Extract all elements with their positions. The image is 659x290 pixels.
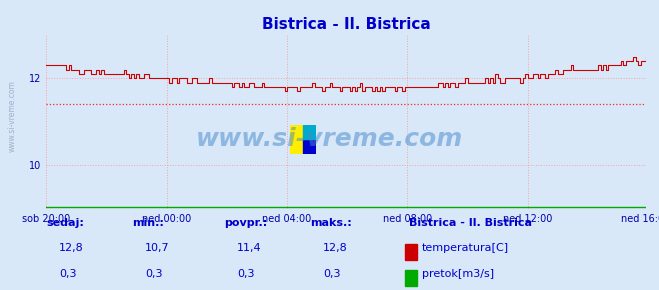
Text: min.:: min.: [132, 218, 163, 228]
Text: 0,3: 0,3 [237, 269, 255, 279]
Text: 12,8: 12,8 [323, 243, 348, 253]
Title: Bistrica - Il. Bistrica: Bistrica - Il. Bistrica [262, 17, 430, 32]
Text: 10,7: 10,7 [145, 243, 169, 253]
Text: Bistrica - Il. Bistrica: Bistrica - Il. Bistrica [409, 218, 532, 228]
Text: www.si-vreme.com: www.si-vreme.com [196, 127, 463, 151]
Text: temperatura[C]: temperatura[C] [422, 243, 509, 253]
Bar [303, 139, 316, 154]
Text: maks.:: maks.: [310, 218, 351, 228]
Text: 0,3: 0,3 [323, 269, 341, 279]
Text: 0,3: 0,3 [59, 269, 77, 279]
Text: povpr.:: povpr.: [224, 218, 268, 228]
Text: 0,3: 0,3 [145, 269, 163, 279]
Text: 12,8: 12,8 [59, 243, 84, 253]
Text: pretok[m3/s]: pretok[m3/s] [422, 269, 494, 279]
Bar [290, 125, 303, 154]
Bar [303, 125, 316, 139]
Text: sedaj:: sedaj: [46, 218, 84, 228]
Text: 11,4: 11,4 [237, 243, 262, 253]
Text: www.si-vreme.com: www.si-vreme.com [8, 80, 17, 152]
